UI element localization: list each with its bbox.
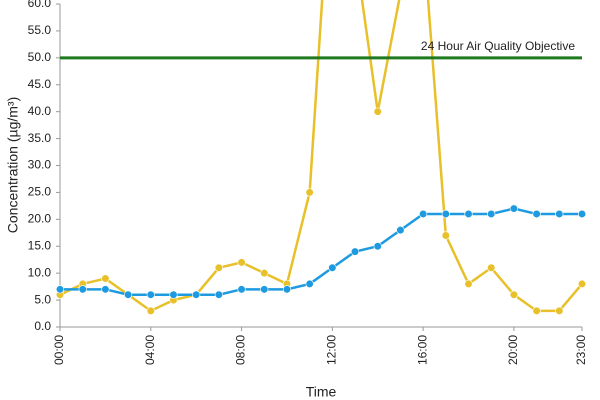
data-point <box>55 285 65 294</box>
data-point <box>146 306 155 315</box>
data-point <box>260 269 269 278</box>
y-tick-label: 25.0 <box>28 185 52 199</box>
y-tick-label: 10.0 <box>28 265 52 279</box>
data-point <box>532 306 541 315</box>
x-tick-label: 04:00 <box>143 335 157 365</box>
x-tick-label: 08:00 <box>234 335 248 365</box>
y-tick-label: 30.0 <box>28 158 52 172</box>
y-tick-label: 45.0 <box>28 77 52 91</box>
data-point <box>487 209 496 219</box>
reference-label: 24 Hour Air Quality Objective <box>421 39 575 53</box>
y-axis-title: Concentration (µg/m³) <box>5 97 21 233</box>
y-tick-label: 5.0 <box>34 292 51 306</box>
data-point <box>101 274 110 283</box>
data-point <box>396 226 405 235</box>
data-point <box>305 188 314 197</box>
y-tick-label: 0.0 <box>34 319 51 333</box>
data-point <box>237 285 246 294</box>
y-tick-label: 40.0 <box>28 104 52 118</box>
data-point <box>78 285 87 294</box>
data-point <box>373 242 382 251</box>
data-point <box>350 247 360 256</box>
data-point <box>214 263 223 272</box>
data-point <box>214 290 223 299</box>
x-tick-label: 20:00 <box>506 335 520 365</box>
x-tick-label: 00:00 <box>52 335 66 365</box>
data-point <box>373 107 382 116</box>
data-point <box>441 231 450 240</box>
data-point <box>146 290 155 299</box>
data-point <box>487 263 496 272</box>
data-point <box>260 285 269 294</box>
data-point <box>305 279 314 289</box>
data-point <box>509 290 519 299</box>
y-tick-label: 50.0 <box>28 50 52 64</box>
x-axis-title: Time <box>306 384 337 400</box>
data-point <box>464 279 473 289</box>
data-point <box>101 285 110 294</box>
data-point <box>577 279 587 289</box>
data-point <box>555 209 564 219</box>
data-point <box>169 290 178 299</box>
y-tick-label: 35.0 <box>28 131 52 145</box>
series-line <box>59 0 583 313</box>
data-point <box>441 209 450 219</box>
x-tick-label: 16:00 <box>415 335 429 365</box>
data-point <box>509 204 519 213</box>
data-point <box>464 209 473 219</box>
data-point <box>577 209 587 219</box>
y-tick-label: 15.0 <box>28 238 52 252</box>
y-tick-label: 20.0 <box>28 212 52 226</box>
plot-area <box>55 0 587 315</box>
data-point <box>532 209 541 219</box>
x-tick-label: 12:00 <box>325 335 339 365</box>
data-point <box>282 285 292 294</box>
data-point <box>328 263 337 272</box>
data-point <box>123 290 133 299</box>
y-tick-label: 60.0 <box>28 0 52 10</box>
data-point <box>192 290 201 299</box>
data-point <box>419 209 428 219</box>
y-tick-label: 55.0 <box>28 23 52 37</box>
data-point <box>555 306 564 315</box>
data-point <box>237 258 246 267</box>
x-tick-label: 23:00 <box>574 335 588 365</box>
